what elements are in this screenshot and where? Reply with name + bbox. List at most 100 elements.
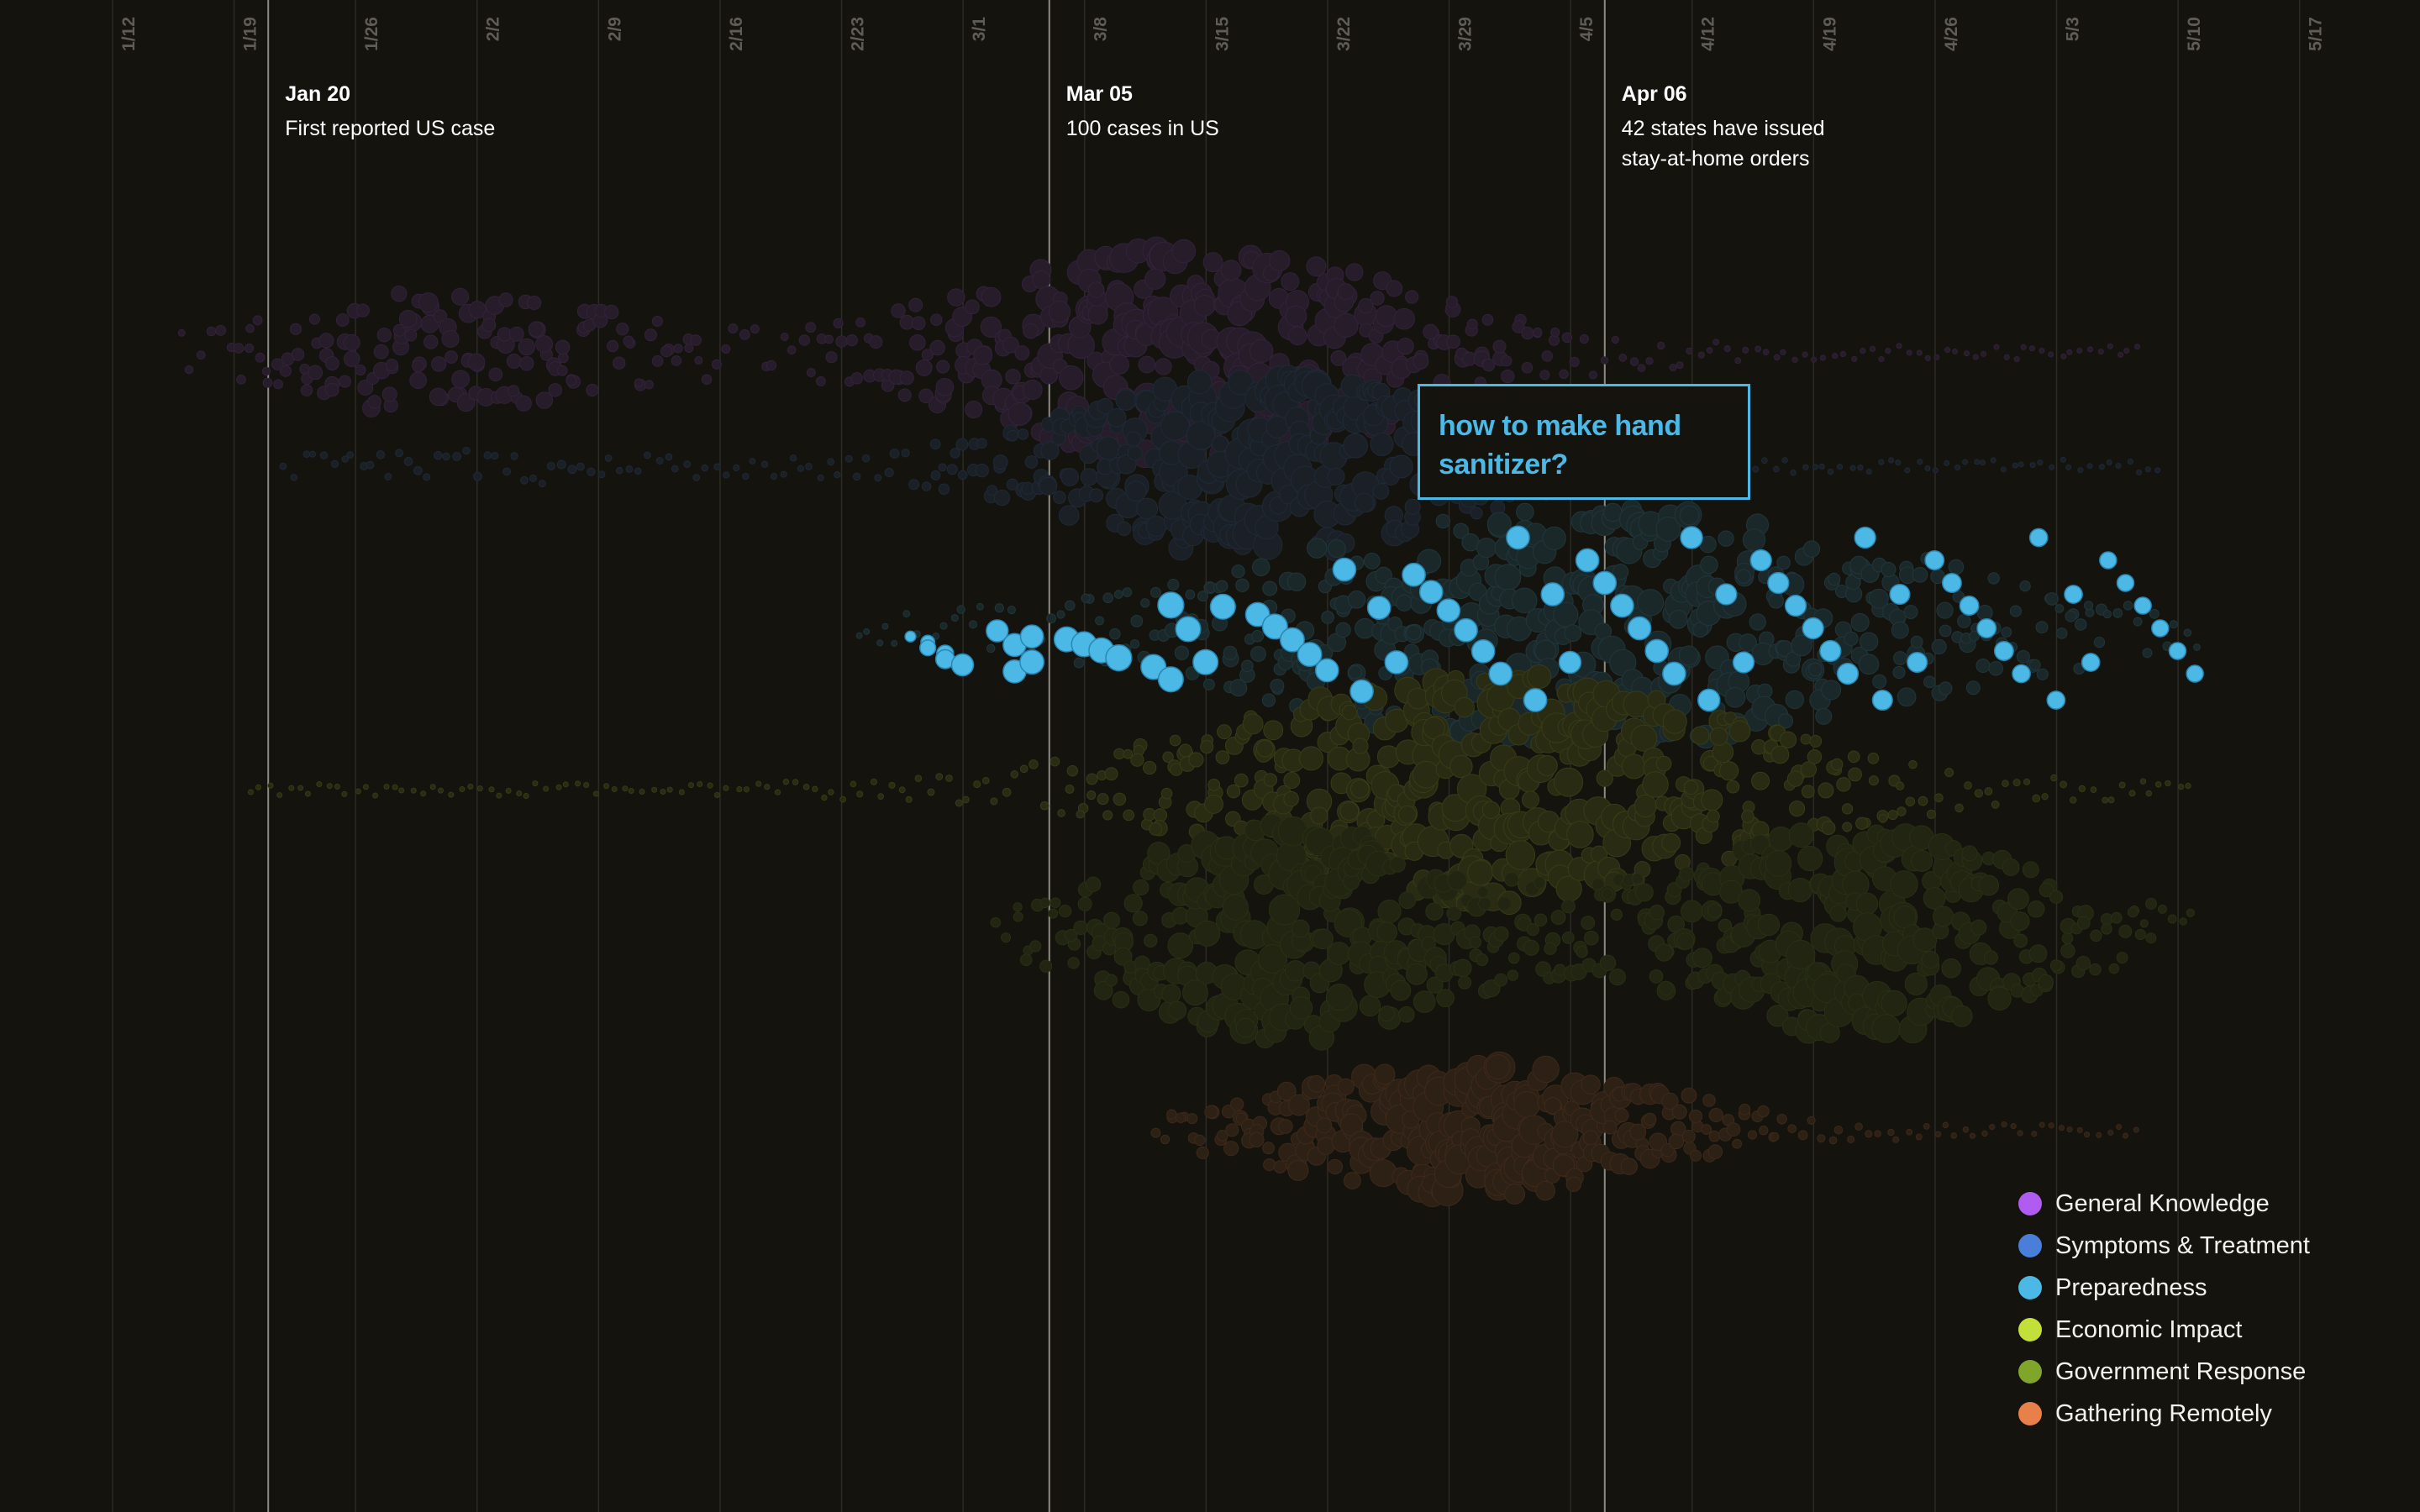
highlighted-point[interactable] — [1261, 613, 1288, 640]
background-point — [1871, 1014, 1901, 1043]
background-point — [1954, 803, 1964, 813]
highlighted-point[interactable] — [1680, 526, 1703, 549]
background-point — [651, 355, 664, 367]
legend-item[interactable]: Government Response — [2018, 1351, 2371, 1393]
highlighted-point[interactable] — [2012, 664, 2031, 684]
highlighted-point[interactable] — [1418, 580, 1444, 605]
highlighted-point[interactable] — [1836, 662, 1860, 685]
background-point — [1668, 1133, 1685, 1150]
highlighted-point[interactable] — [1297, 642, 1323, 668]
background-point — [805, 322, 817, 333]
highlighted-point[interactable] — [1889, 583, 1911, 606]
highlighted-point[interactable] — [1941, 573, 1962, 593]
background-point — [2145, 932, 2157, 944]
background-point — [1933, 354, 1940, 360]
background-point — [1962, 1126, 1970, 1133]
highlighted-point[interactable] — [1105, 644, 1133, 672]
legend-item[interactable]: Gathering Remotely — [2018, 1393, 2371, 1435]
background-point — [2084, 601, 2094, 611]
highlighted-point[interactable] — [1697, 688, 1721, 712]
highlighted-point[interactable] — [1871, 689, 1893, 711]
highlighted-point[interactable] — [1157, 666, 1184, 693]
highlighted-point[interactable] — [1976, 618, 1997, 638]
highlighted-point[interactable] — [1993, 641, 2014, 661]
background-point — [1067, 957, 1080, 969]
highlighted-point[interactable] — [2133, 596, 2152, 615]
highlighted-point[interactable] — [1470, 639, 1496, 664]
background-point — [981, 776, 990, 785]
highlighted-point[interactable] — [1192, 648, 1219, 675]
highlighted-point[interactable] — [950, 653, 975, 677]
background-point — [1679, 505, 1700, 526]
highlighted-point[interactable] — [1592, 570, 1618, 596]
highlighted-point[interactable] — [1644, 638, 1670, 664]
legend-item[interactable]: Economic Impact — [2018, 1309, 2371, 1351]
highlighted-point[interactable] — [1436, 598, 1461, 623]
highlighted-point[interactable] — [2028, 528, 2049, 548]
highlighted-point[interactable] — [2151, 619, 2170, 638]
highlighted-point[interactable] — [1924, 550, 1945, 570]
highlighted-point[interactable] — [1784, 594, 1807, 617]
highlighted-point[interactable] — [1854, 526, 1876, 549]
highlighted-point[interactable] — [1959, 596, 1980, 616]
background-point — [2060, 456, 2066, 463]
background-point — [1102, 911, 1120, 929]
highlighted-point[interactable] — [1402, 562, 1426, 587]
highlighted-point[interactable] — [919, 639, 937, 657]
background-point — [384, 473, 392, 480]
highlighted-point[interactable] — [1907, 651, 1928, 674]
highlighted-point[interactable] — [2046, 690, 2066, 710]
highlighted-point[interactable] — [986, 619, 1009, 643]
highlighted-point[interactable] — [1019, 649, 1045, 675]
background-point — [1453, 958, 1472, 978]
highlighted-point[interactable] — [1767, 571, 1790, 595]
background-point — [930, 470, 941, 480]
highlighted-point[interactable] — [1506, 525, 1530, 550]
highlighted-point[interactable] — [1610, 593, 1634, 618]
highlighted-point[interactable] — [1540, 582, 1565, 606]
background-point — [1601, 887, 1614, 900]
highlighted-point[interactable] — [1627, 616, 1652, 641]
highlighted-point[interactable] — [2116, 574, 2135, 592]
legend-item[interactable]: Preparedness — [2018, 1267, 2371, 1309]
background-point — [908, 297, 923, 312]
highlighted-point[interactable] — [1558, 650, 1582, 675]
background-point — [1167, 579, 1180, 591]
highlighted-point[interactable] — [1662, 661, 1686, 686]
highlighted-point[interactable] — [1749, 549, 1772, 572]
highlighted-point[interactable] — [1575, 548, 1600, 573]
highlighted-point[interactable] — [2099, 551, 2118, 570]
highlighted-point[interactable] — [1732, 651, 1755, 674]
highlighted-point[interactable] — [2186, 664, 2204, 683]
highlighted-point[interactable] — [2064, 585, 2083, 604]
highlighted-point[interactable] — [904, 630, 917, 643]
highlighted-point[interactable] — [1523, 688, 1548, 712]
highlighted-point[interactable] — [1157, 591, 1185, 619]
highlighted-point[interactable] — [1819, 639, 1842, 663]
highlighted-point[interactable] — [1280, 627, 1305, 653]
highlighted-point[interactable] — [1019, 624, 1044, 649]
highlighted-point[interactable] — [1488, 661, 1513, 686]
highlighted-point[interactable] — [1366, 596, 1392, 620]
background-point — [1425, 902, 1444, 921]
highlighted-point[interactable] — [1802, 617, 1824, 640]
background-point — [1923, 887, 1946, 910]
background-point — [1256, 739, 1274, 758]
highlighted-point[interactable] — [1454, 617, 1478, 643]
highlighted-point[interactable] — [1314, 658, 1339, 683]
highlighted-point[interactable] — [2168, 642, 2187, 660]
background-point — [929, 438, 941, 450]
highlighted-point[interactable] — [1175, 616, 1202, 643]
highlighted-point[interactable] — [1349, 679, 1374, 704]
highlighted-point[interactable] — [1209, 593, 1236, 620]
x-tick-label: 3/8 — [1092, 17, 1111, 42]
highlighted-point[interactable] — [2081, 653, 2101, 672]
highlighted-point[interactable] — [1384, 650, 1409, 675]
legend-item[interactable]: Symptoms & Treatment — [2018, 1225, 2371, 1267]
background-point — [2013, 356, 2020, 363]
highlighted-point[interactable] — [1715, 583, 1738, 606]
background-point — [2127, 459, 2133, 465]
legend-item[interactable]: General Knowledge — [2018, 1183, 2371, 1225]
background-point — [255, 352, 266, 363]
highlighted-point[interactable] — [1332, 557, 1357, 582]
